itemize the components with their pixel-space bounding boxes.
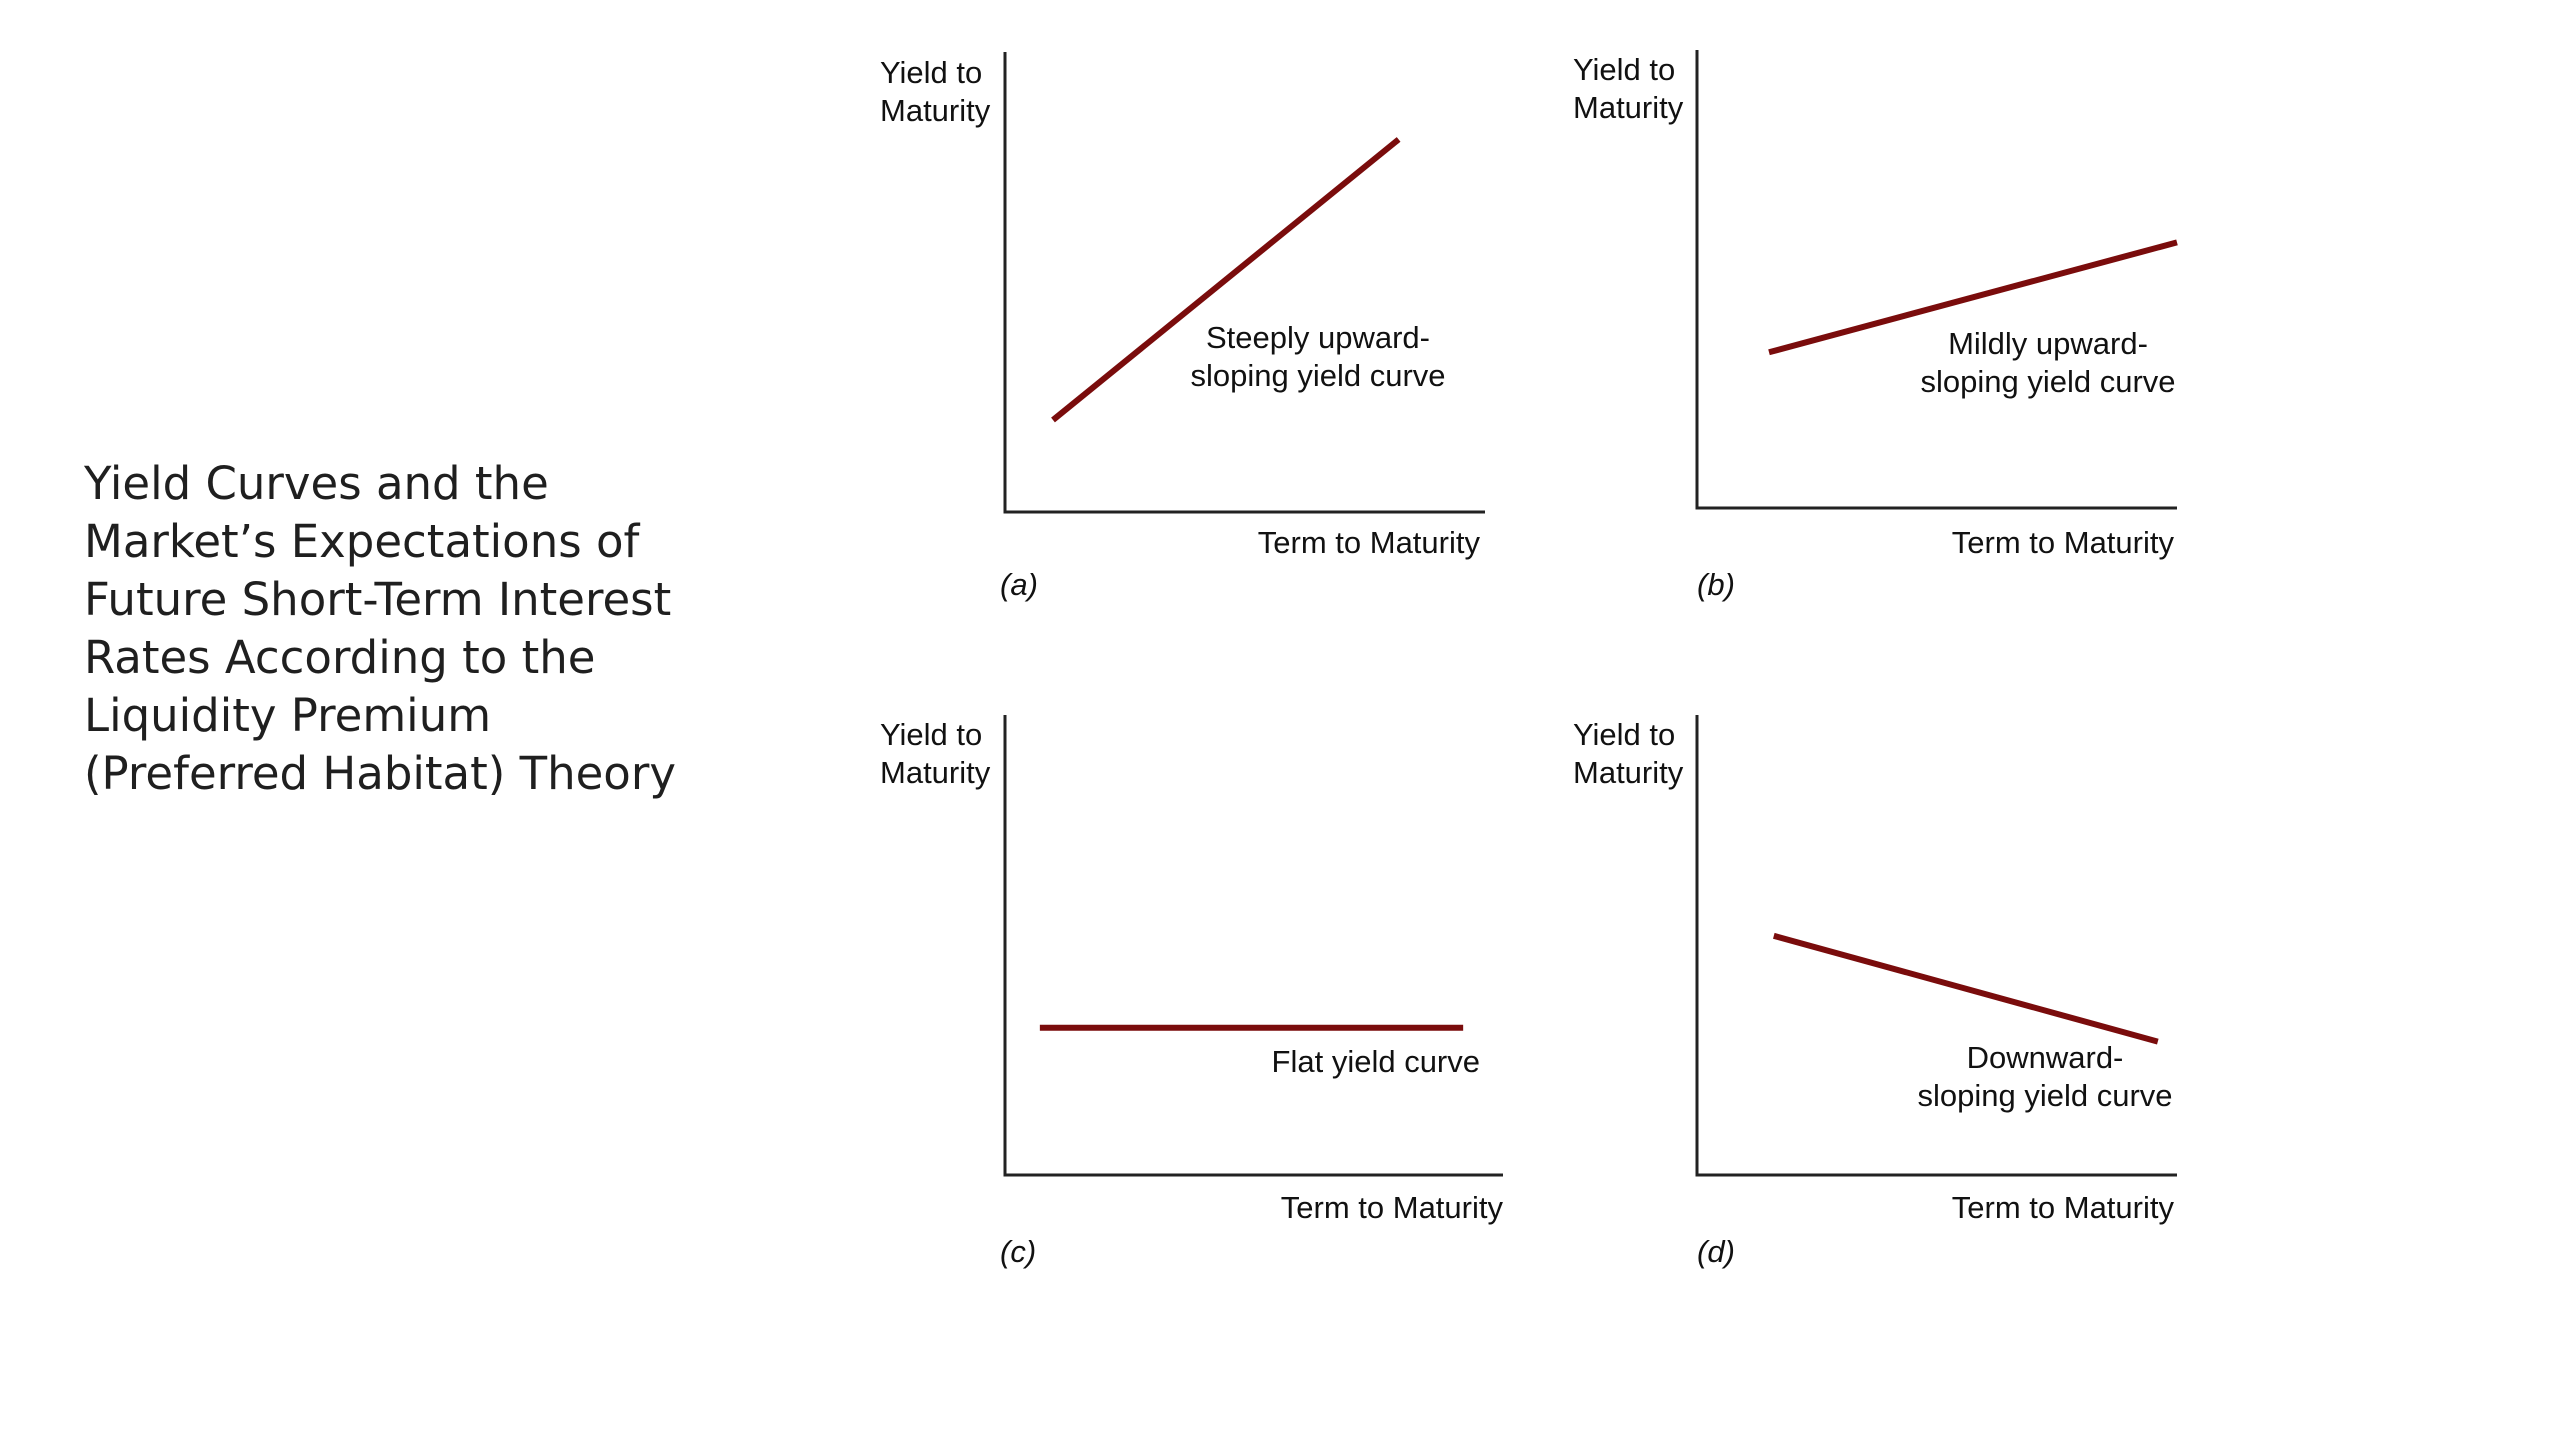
panel-b-axes	[1695, 50, 2177, 510]
panel-c-xlabel: Term to Maturity	[1281, 1190, 1504, 1225]
panel-d-annotation-line2: sloping yield curve	[1917, 1078, 2172, 1113]
panel-a: Yield to Maturity Steeply upward- slopin…	[880, 52, 1485, 602]
panel-d: Yield to Maturity Downward- sloping yiel…	[1573, 715, 2177, 1269]
panel-d-ylabel-line2: Maturity	[1573, 755, 1684, 790]
panel-d-label: (d)	[1697, 1234, 1735, 1269]
panel-b-annotation-line2: sloping yield curve	[1920, 364, 2175, 399]
panel-c-label: (c)	[1000, 1234, 1036, 1269]
panel-d-ylabel-line1: Yield to	[1573, 717, 1675, 752]
panel-a-xlabel: Term to Maturity	[1258, 525, 1481, 560]
panel-b: Yield to Maturity Mildly upward- sloping…	[1573, 50, 2178, 602]
panel-a-label: (a)	[1000, 567, 1038, 602]
panel-d-axes	[1695, 715, 2177, 1177]
panel-d-xlabel: Term to Maturity	[1952, 1190, 2175, 1225]
panel-b-label: (b)	[1697, 567, 1735, 602]
panel-b-ylabel-line2: Maturity	[1573, 90, 1684, 125]
panel-d-yield-curve	[1773, 932, 2159, 1045]
panel-a-annotation-line2: sloping yield curve	[1190, 358, 1445, 393]
panel-c-ylabel-line2: Maturity	[880, 755, 991, 790]
panel-a-axes	[1003, 52, 1485, 514]
slide-title: Yield Curves and the Market’s Expectatio…	[84, 457, 676, 800]
panel-b-ylabel-line1: Yield to	[1573, 52, 1675, 87]
panel-a-ylabel-line2: Maturity	[880, 93, 991, 128]
panel-b-xlabel: Term to Maturity	[1952, 525, 2175, 560]
panel-b-yield-curve	[1768, 239, 2178, 356]
panel-c-ylabel-line1: Yield to	[880, 717, 982, 752]
panel-c: Yield to Maturity Flat yield curve Term …	[880, 715, 1503, 1269]
panel-d-annotation-line1: Downward-	[1967, 1040, 2124, 1075]
panel-a-annotation-line1: Steeply upward-	[1206, 320, 1430, 355]
panel-a-ylabel-line1: Yield to	[880, 55, 982, 90]
panel-b-annotation-line1: Mildly upward-	[1948, 326, 2148, 361]
panel-c-annotation: Flat yield curve	[1272, 1044, 1480, 1079]
panel-c-axes	[1003, 715, 1503, 1177]
panel-a-yield-curve	[1051, 137, 1401, 423]
